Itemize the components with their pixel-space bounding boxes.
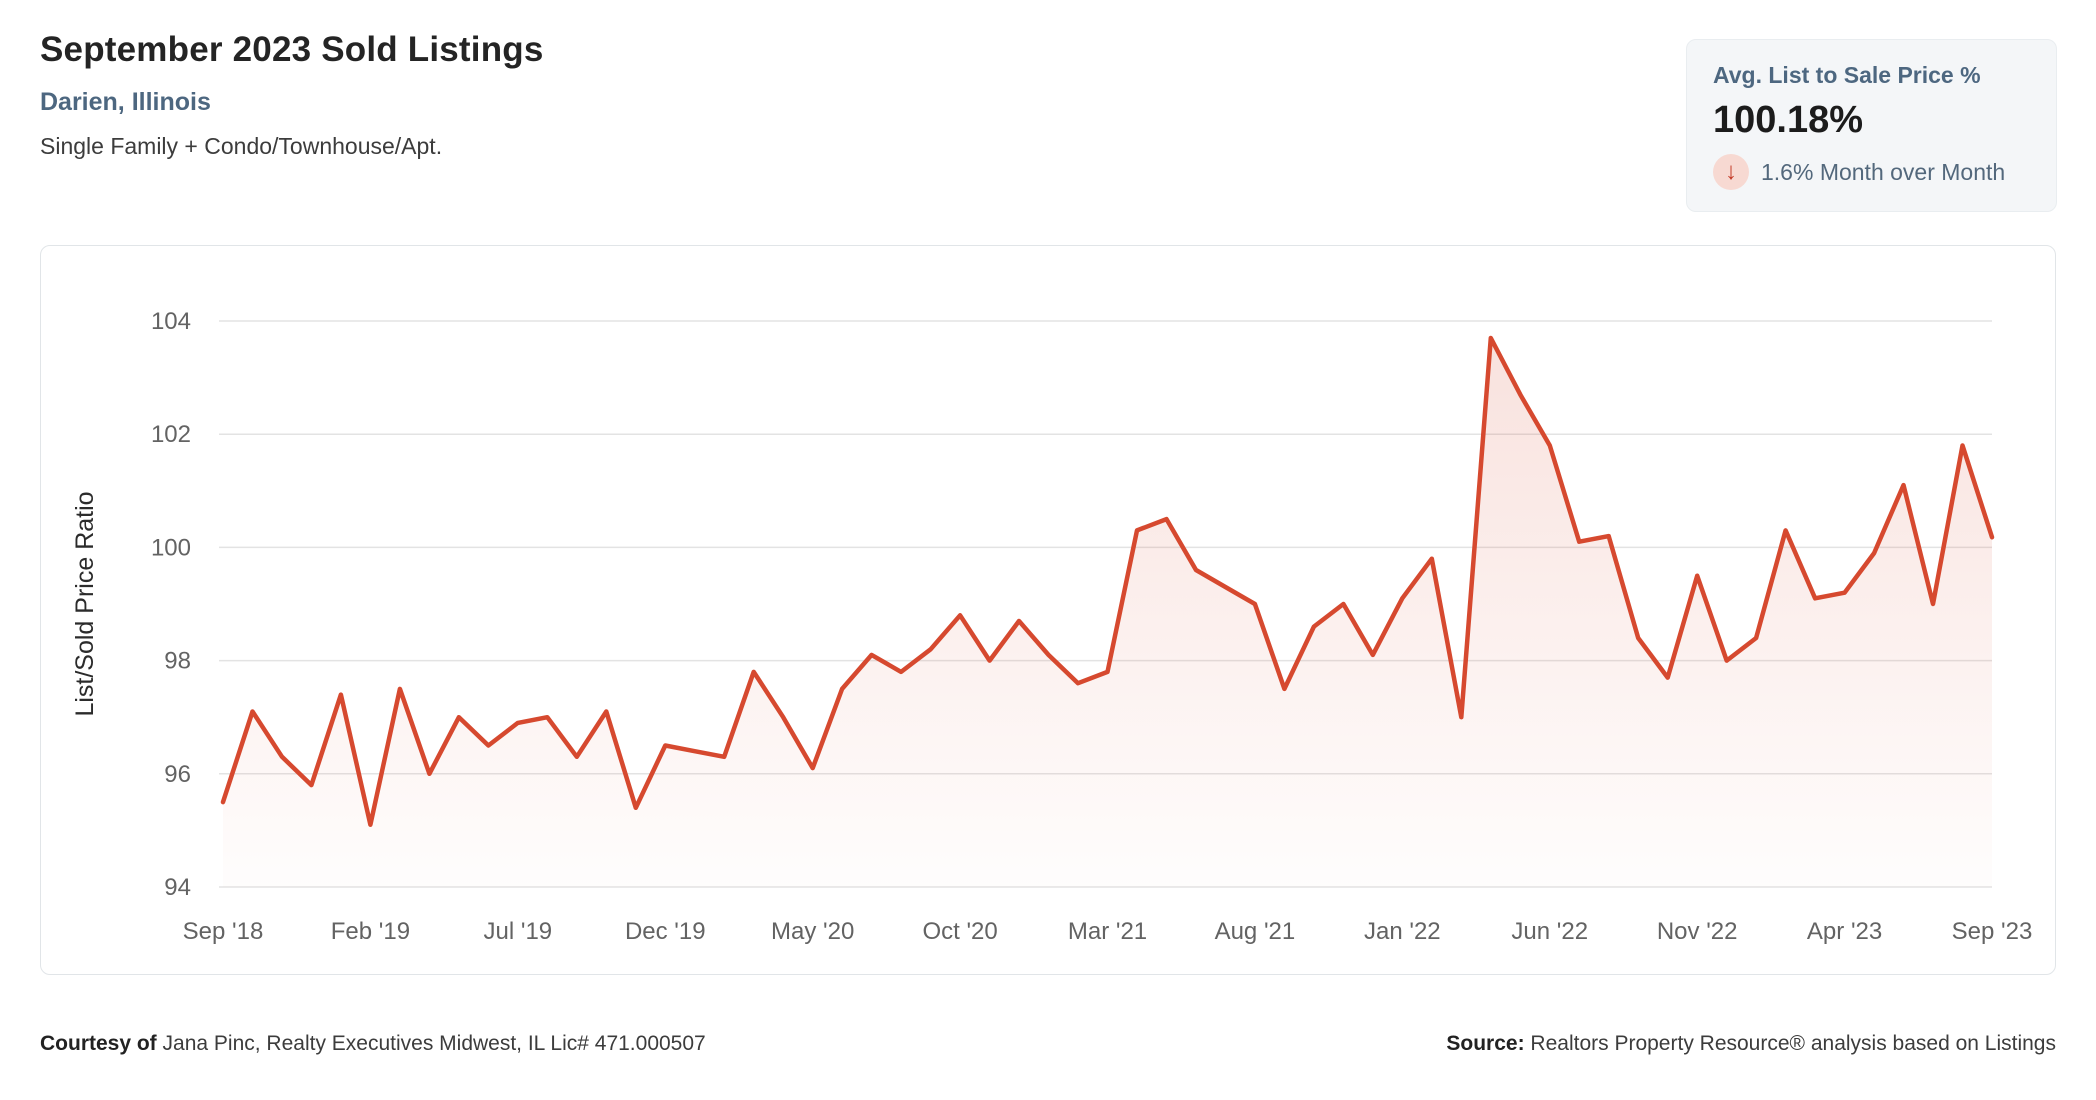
x-tick-label-35: Aug '21 — [1215, 918, 1296, 945]
source-label: Source: — [1446, 1032, 1525, 1055]
x-tick-label-50: Nov '22 — [1657, 918, 1738, 945]
y-tick-label-98: 98 — [164, 648, 191, 675]
property-type-text: Single Family + Condo/Townhouse/Apt. — [40, 133, 443, 159]
price-ratio-area — [223, 338, 1992, 887]
x-tick-label-55: Apr '23 — [1807, 918, 1882, 945]
price-ratio-chart: 94 96 98 100 102 104 Sep '18 Feb '19 Jul '19 Dec … — [71, 308, 2033, 945]
location-subtitle: Darien, Illinois — [40, 88, 211, 116]
x-tick-label-0: Sep '18 — [183, 918, 264, 945]
chart-card: 94 96 98 100 102 104 Sep '18 Feb '19 Jul '19 Dec … — [40, 245, 2056, 975]
stat-value: 100.18% — [1713, 99, 1864, 141]
stat-label: Avg. List to Sale Price % — [1713, 62, 1981, 88]
down-arrow-icon: ↓ — [1713, 154, 1749, 190]
x-tick-label-15: Dec '19 — [625, 918, 706, 945]
source-text: Source: Realtors Property Resource® anal… — [1446, 1032, 2056, 1055]
x-tick-label-25: Oct '20 — [922, 918, 997, 945]
y-tick-label-94: 94 — [164, 874, 191, 901]
page-footer: Courtesy of Jana Pinc, Realty Executives… — [40, 1032, 2056, 1056]
y-tick-label-104: 104 — [151, 308, 191, 335]
month-over-month-row: ↓ 1.6% Month over Month — [1713, 154, 2030, 190]
page-title: September 2023 Sold Listings — [40, 30, 544, 69]
x-tick-label-5: Feb '19 — [331, 918, 410, 945]
courtesy-text: Courtesy of Jana Pinc, Realty Executives… — [40, 1032, 706, 1055]
price-ratio-line — [220, 335, 1995, 827]
x-tick-label-20: May '20 — [771, 918, 854, 945]
x-tick-label-45: Jun '22 — [1511, 918, 1588, 945]
y-tick-label-100: 100 — [151, 534, 191, 561]
x-tick-label-60: Sep '23 — [1952, 918, 2033, 945]
report-header: September 2023 Sold Listings Darien, Ill… — [40, 30, 544, 160]
month-over-month-text: 1.6% Month over Month — [1761, 158, 2006, 185]
y-axis-title: List/Sold Price Ratio — [71, 491, 99, 716]
avg-list-to-sale-stat-card: Avg. List to Sale Price % 100.18% ↓ 1.6%… — [1686, 39, 2057, 212]
y-tick-label-96: 96 — [164, 761, 191, 788]
x-tick-label-10: Jul '19 — [484, 918, 553, 945]
x-tick-label-40: Jan '22 — [1364, 918, 1441, 945]
courtesy-label: Courtesy of — [40, 1032, 157, 1055]
x-tick-label-30: Mar '21 — [1068, 918, 1147, 945]
y-tick-label-102: 102 — [151, 421, 191, 448]
